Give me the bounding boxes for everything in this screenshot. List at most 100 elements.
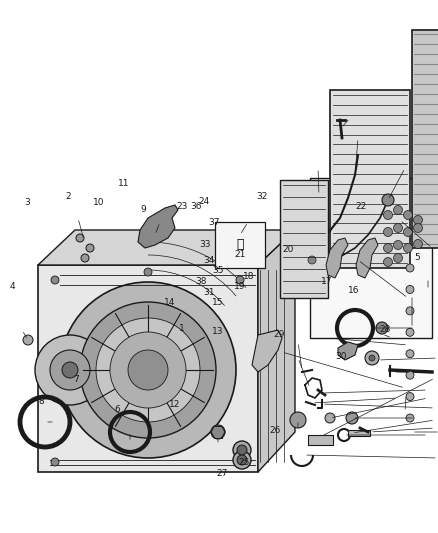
Text: 15: 15	[212, 298, 224, 307]
Text: 8: 8	[39, 397, 45, 406]
Circle shape	[133, 355, 163, 385]
Bar	[280, 180, 328, 298]
Circle shape	[120, 342, 176, 398]
Circle shape	[60, 282, 236, 458]
Text: 13: 13	[212, 327, 224, 336]
Circle shape	[325, 413, 335, 423]
Text: 7: 7	[73, 375, 79, 384]
Circle shape	[393, 223, 403, 232]
Text: 18: 18	[243, 272, 254, 280]
Circle shape	[384, 228, 392, 237]
Text: 3: 3	[24, 198, 30, 207]
Text: 5: 5	[414, 253, 420, 262]
Text: 10: 10	[93, 198, 104, 207]
Circle shape	[80, 302, 216, 438]
Circle shape	[384, 257, 392, 266]
Circle shape	[144, 268, 152, 276]
Circle shape	[406, 350, 414, 358]
Polygon shape	[338, 342, 358, 360]
Bar	[330, 90, 410, 268]
Text: 6: 6	[114, 405, 120, 414]
Text: 19: 19	[234, 282, 246, 291]
Text: 22: 22	[356, 203, 367, 211]
Text: 16: 16	[348, 286, 360, 295]
Circle shape	[403, 228, 413, 237]
Text: 17: 17	[321, 277, 332, 286]
Text: 30: 30	[335, 352, 346, 360]
Text: 32: 32	[256, 192, 268, 200]
Circle shape	[393, 206, 403, 214]
Circle shape	[51, 458, 59, 466]
Text: 34: 34	[204, 256, 215, 264]
Circle shape	[51, 276, 59, 284]
Text: 35: 35	[212, 266, 224, 275]
Circle shape	[96, 318, 200, 422]
Circle shape	[406, 307, 414, 315]
Circle shape	[413, 215, 423, 224]
Text: 27: 27	[217, 469, 228, 478]
Polygon shape	[258, 230, 295, 472]
Circle shape	[35, 335, 105, 405]
Text: 14: 14	[164, 298, 176, 307]
Circle shape	[346, 412, 358, 424]
Circle shape	[365, 351, 379, 365]
Text: 24: 24	[198, 197, 209, 206]
Text: 31: 31	[204, 288, 215, 296]
Text: 12: 12	[169, 400, 180, 408]
Circle shape	[81, 254, 89, 262]
Circle shape	[50, 350, 90, 390]
Bar	[308, 435, 333, 445]
Circle shape	[393, 240, 403, 249]
Circle shape	[23, 335, 33, 345]
Text: 33: 33	[199, 240, 211, 248]
Polygon shape	[38, 230, 295, 265]
Circle shape	[290, 412, 306, 428]
Polygon shape	[326, 238, 348, 278]
Circle shape	[403, 211, 413, 220]
Text: 20: 20	[283, 245, 294, 254]
Circle shape	[406, 264, 414, 272]
Circle shape	[384, 211, 392, 220]
Circle shape	[376, 322, 388, 334]
Circle shape	[413, 223, 423, 232]
Bar	[348, 430, 370, 436]
Circle shape	[406, 414, 414, 422]
Text: 11: 11	[118, 180, 129, 188]
Circle shape	[393, 254, 403, 262]
Text: 21: 21	[234, 251, 246, 259]
Text: 37: 37	[208, 219, 219, 227]
Polygon shape	[138, 205, 178, 248]
Text: 28: 28	[379, 325, 390, 334]
Polygon shape	[356, 238, 378, 278]
Circle shape	[406, 328, 414, 336]
Text: 🔧: 🔧	[236, 238, 244, 252]
Circle shape	[403, 244, 413, 253]
Circle shape	[406, 286, 414, 294]
Circle shape	[236, 276, 244, 284]
Text: 25: 25	[239, 458, 250, 467]
Circle shape	[406, 393, 414, 401]
Text: 29: 29	[274, 330, 285, 339]
Circle shape	[382, 194, 394, 206]
Circle shape	[233, 451, 251, 469]
Circle shape	[233, 441, 251, 459]
Text: 9: 9	[141, 205, 147, 214]
Polygon shape	[215, 222, 265, 268]
Circle shape	[110, 332, 186, 408]
Circle shape	[236, 458, 244, 466]
Text: 2: 2	[65, 192, 71, 200]
Circle shape	[86, 244, 94, 252]
Circle shape	[406, 371, 414, 379]
Circle shape	[384, 244, 392, 253]
Text: 38: 38	[195, 277, 206, 286]
Circle shape	[62, 362, 78, 378]
Text: 1: 1	[179, 325, 185, 333]
Text: 4: 4	[10, 282, 15, 291]
Bar	[310, 178, 432, 338]
Text: 23: 23	[176, 203, 187, 211]
Circle shape	[413, 239, 423, 248]
Circle shape	[369, 355, 375, 361]
Text: 26: 26	[269, 426, 281, 435]
Text: 36: 36	[191, 203, 202, 211]
Circle shape	[237, 455, 247, 465]
